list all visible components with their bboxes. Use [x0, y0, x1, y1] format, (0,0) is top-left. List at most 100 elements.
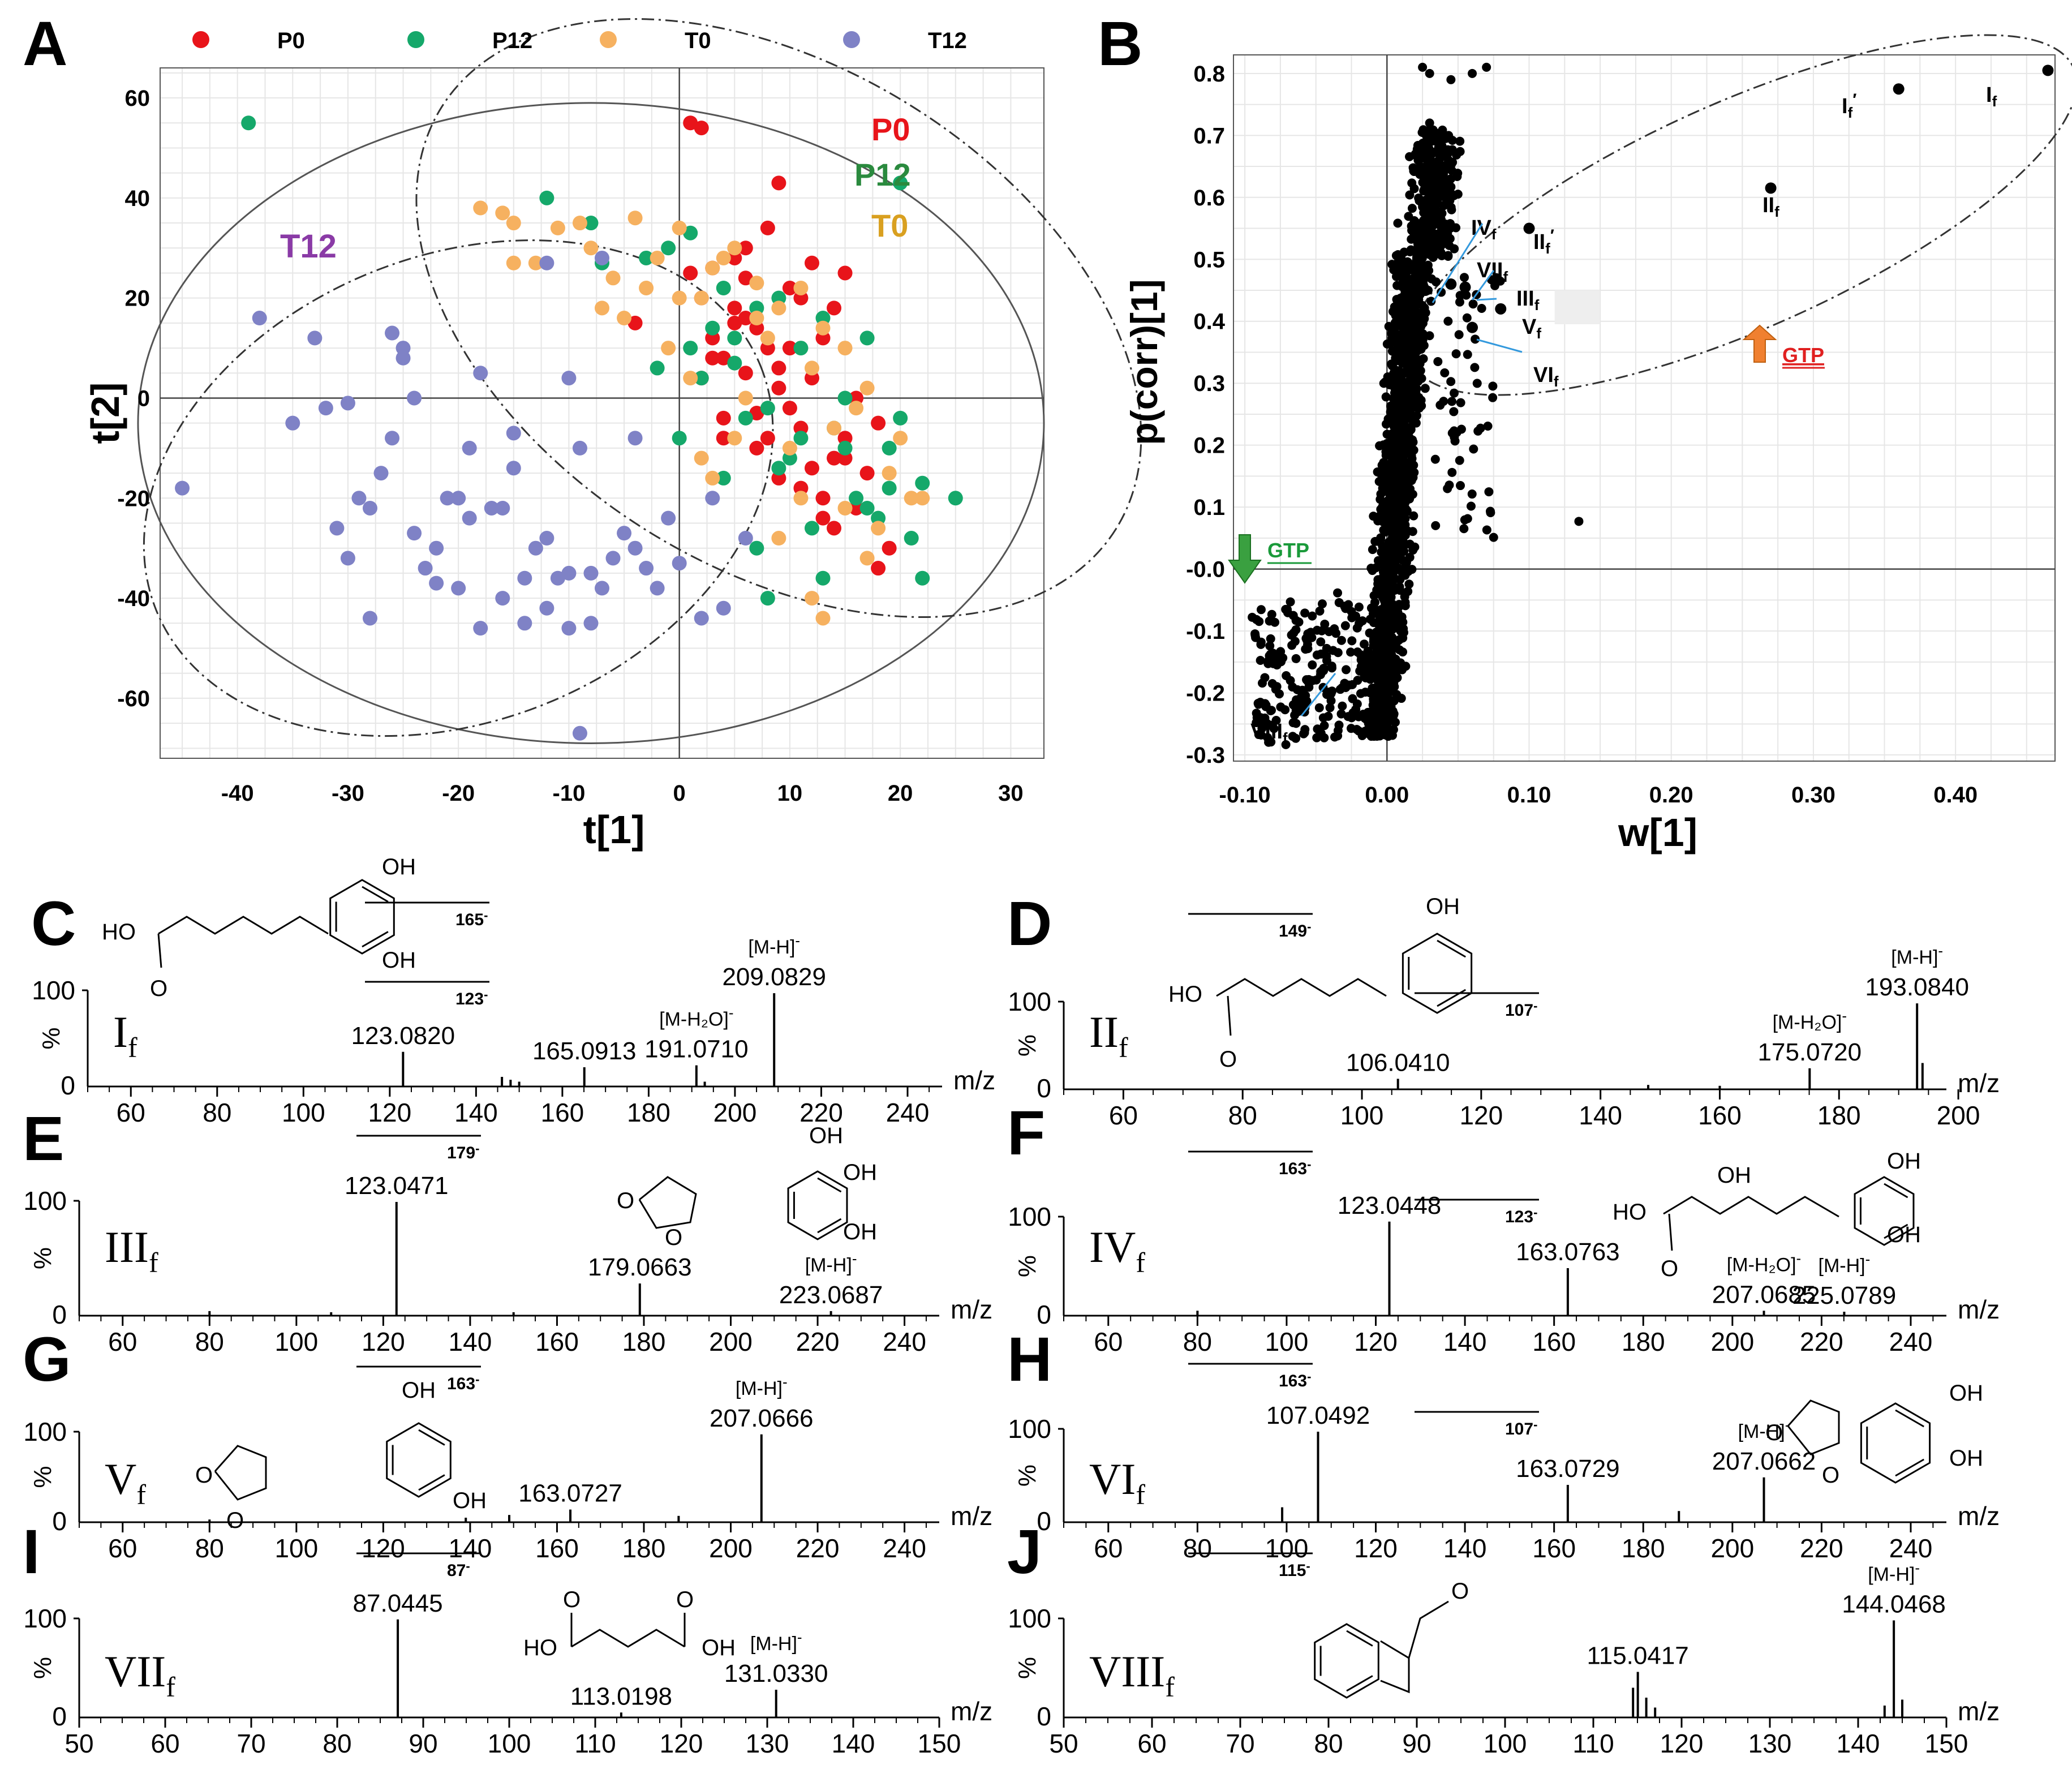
score-point-p0 — [683, 115, 698, 131]
x-tick-label: 180 — [622, 1327, 666, 1356]
x-tick-label: 120 — [1354, 1327, 1398, 1356]
score-point-t0 — [804, 591, 819, 606]
group-label: T12 — [280, 228, 337, 265]
score-point-t12 — [528, 540, 543, 556]
x-tick-label: -30 — [332, 781, 364, 806]
peak-label: 193.0840 — [1865, 973, 1969, 1001]
loading-point — [1424, 244, 1433, 254]
loading-point — [1446, 188, 1456, 198]
x-tick-label: 120 — [368, 1098, 411, 1127]
loading-point — [1385, 494, 1394, 504]
loading-point — [1389, 612, 1399, 621]
loading-point — [1356, 689, 1365, 698]
point-label: VIIf — [1477, 259, 1508, 285]
loading-point — [1300, 608, 1310, 618]
compound-roman: II — [1089, 1007, 1119, 1057]
loading-point — [1455, 297, 1464, 307]
loading-point — [1466, 501, 1476, 511]
x-tick-label: 140 — [454, 1098, 498, 1127]
loading-point — [1312, 625, 1322, 635]
score-point-t0 — [749, 311, 764, 326]
loading-point — [1272, 660, 1282, 670]
fragment-mass: 115 — [1279, 1561, 1306, 1580]
chain-i — [571, 1629, 685, 1648]
point-label-sub: f — [1992, 93, 1997, 110]
loading-point — [1402, 260, 1411, 269]
ring-d — [1402, 933, 1473, 1014]
compound-name: IVf — [1089, 1222, 1145, 1278]
loading-point — [1280, 705, 1290, 715]
fragment-mass: 163 — [447, 1375, 475, 1393]
score-point-t0 — [749, 276, 764, 291]
score-point-t12 — [639, 561, 654, 576]
loading-point — [1378, 567, 1388, 577]
loading-point — [1455, 136, 1465, 146]
x-axis-label: t[1] — [583, 808, 645, 852]
loading-point — [1347, 636, 1357, 646]
x-tick-label: 100 — [488, 1729, 531, 1758]
score-point-t12 — [385, 325, 400, 341]
legend-label: P0 — [277, 28, 305, 53]
score-point-t12 — [561, 565, 577, 581]
y-tick-label: -0.0 — [1186, 557, 1225, 582]
loading-point — [1304, 682, 1314, 692]
spectrum-panel-d: 60 80 100 120 140 160 180 200 100 0% m/z D IIf 106.04… — [1007, 889, 2000, 1130]
loading-point — [1446, 203, 1456, 212]
loading-point — [1365, 628, 1374, 638]
peak-label: 115.0417 — [1587, 1642, 1689, 1670]
labeled-point — [1467, 321, 1478, 333]
ion-tag-charge: - — [1785, 1416, 1790, 1433]
spectrum-panel-f: 60 80 100 120 140 160 180 200 220 240 100 0% m/z F IVf… — [1007, 1098, 2000, 1356]
score-point-t12 — [362, 500, 377, 516]
loading-point — [1286, 676, 1295, 685]
score-point-t0 — [893, 431, 908, 446]
x-tick-label: 30 — [998, 781, 1024, 806]
y-tick-0: 0 — [1037, 1300, 1051, 1329]
ion-tag-charge: - — [1842, 1007, 1847, 1024]
loading-point — [1395, 523, 1405, 532]
x-tick-label: 60 — [1094, 1534, 1123, 1563]
loading-point — [1316, 637, 1326, 647]
score-point-t12 — [252, 311, 267, 326]
loading-point — [1408, 435, 1417, 445]
fragment-label: 149- — [1279, 920, 1311, 940]
score-point-t12 — [661, 510, 676, 526]
y-axis-label: % — [37, 1027, 65, 1049]
panel-label: J — [1007, 1517, 1042, 1587]
loading-point — [1352, 699, 1362, 709]
legend-marker-t0 — [600, 31, 617, 48]
loading-point — [1373, 676, 1383, 685]
loading-point — [1334, 598, 1344, 607]
loading-point — [1395, 514, 1405, 523]
loading-point — [1408, 331, 1418, 341]
loading-point — [1409, 184, 1419, 194]
score-point-t12 — [462, 510, 477, 526]
fragment-charge: - — [1533, 1418, 1537, 1432]
loading-point — [1405, 552, 1415, 562]
loading-point — [1286, 597, 1295, 607]
loading-point — [1387, 504, 1397, 513]
loading-point — [1340, 621, 1350, 630]
loading-point — [1334, 720, 1344, 730]
loading-point — [1392, 424, 1402, 433]
peak-label: 123.0448 — [1338, 1192, 1442, 1219]
y-axis-label: % — [29, 1657, 57, 1679]
score-point-p0 — [804, 461, 819, 476]
y-axis-label: % — [1013, 1255, 1041, 1277]
score-point-t0 — [627, 211, 643, 226]
fragment-charge: - — [475, 1141, 479, 1156]
loading-point — [1281, 604, 1291, 614]
loading-point — [1431, 229, 1441, 239]
peak-label: 144.0468 — [1842, 1591, 1946, 1618]
ring-f — [1854, 1176, 1915, 1246]
peak-label: 223.0687 — [779, 1281, 883, 1309]
y-tick-label: -40 — [117, 586, 150, 611]
loading-point — [1378, 577, 1387, 586]
score-point-p12 — [760, 591, 775, 606]
peak-label: 163.0727 — [518, 1480, 622, 1508]
score-point-t0 — [727, 431, 742, 446]
x-tick-label: 130 — [746, 1729, 789, 1758]
x-tick-label: 220 — [796, 1327, 840, 1356]
loading-point — [1389, 327, 1398, 337]
score-point-t12 — [539, 531, 554, 546]
